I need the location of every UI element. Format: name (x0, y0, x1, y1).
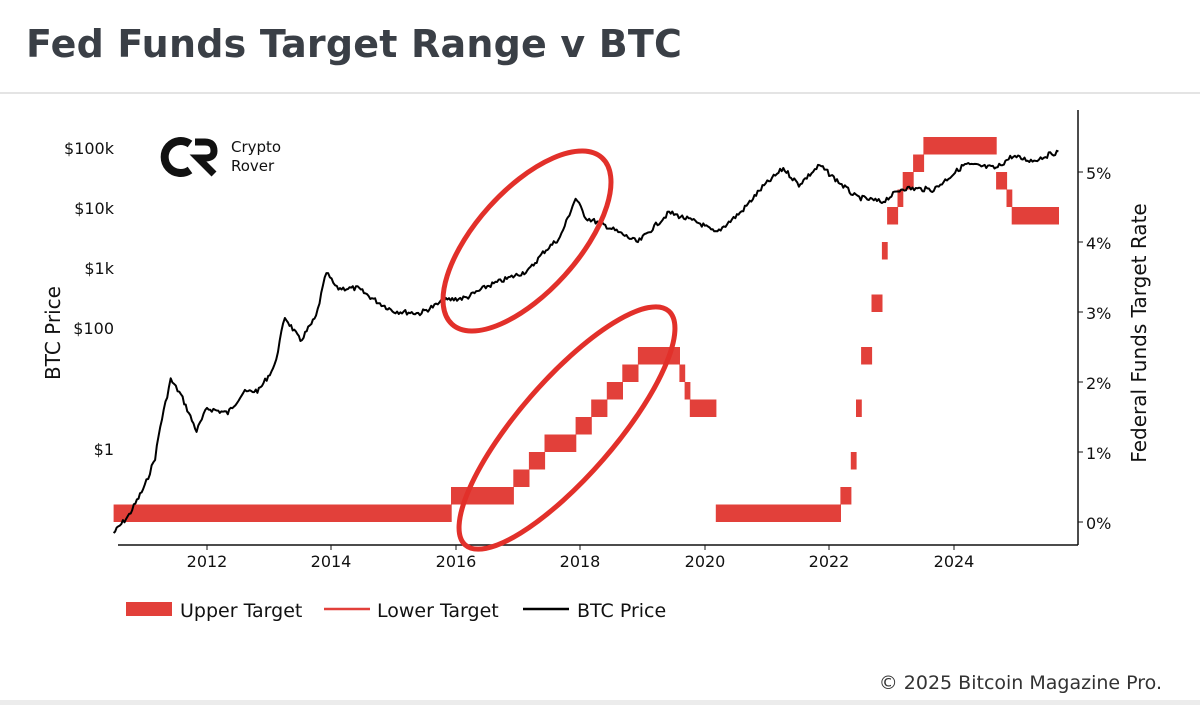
logo-line1: Crypto (231, 138, 281, 156)
fed-band-step (913, 154, 925, 172)
fed-band-step (684, 382, 691, 400)
fed-funds-series-layer (113, 137, 1059, 522)
fed-band-step (715, 504, 841, 522)
x-tick-2016: 2016 (436, 552, 477, 571)
fed-band-step (451, 487, 514, 505)
fed-band-step (840, 487, 852, 505)
axes-layer (118, 110, 1083, 550)
fed-band-step (856, 399, 862, 417)
right-axis-label: Federal Funds Target Rate (1127, 203, 1151, 462)
legend-label-upper: Upper Target (180, 600, 302, 622)
left-tick-100k: $100k (64, 139, 115, 158)
right-tick-0: 0% (1086, 514, 1111, 533)
x-tick-2022: 2022 (809, 552, 850, 571)
left-tick-1k: $1k (84, 259, 114, 278)
fed-band-step (1011, 207, 1059, 225)
highlight-ellipse-btc (440, 148, 614, 334)
fed-band-step (923, 137, 997, 155)
fed-band-step (591, 399, 608, 417)
left-tick-100: $100 (73, 319, 114, 338)
btc-price-series-layer (112, 149, 1059, 534)
fed-band-step (689, 399, 717, 417)
right-tick-5: 5% (1086, 164, 1111, 183)
x-tick-2018: 2018 (560, 552, 601, 571)
fed-band-step (902, 172, 914, 190)
fed-band-step (679, 364, 686, 382)
copyright: © 2025 Bitcoin Magazine Pro. (878, 672, 1162, 694)
right-tick-2: 2% (1086, 374, 1111, 393)
title-divider (0, 92, 1200, 94)
legend-swatch-upper (126, 602, 172, 616)
fed-band-step (622, 364, 639, 382)
right-tick-4: 4% (1086, 234, 1111, 253)
fed-band-step (850, 452, 857, 470)
fed-band-step (513, 469, 530, 487)
highlight-ellipses (440, 148, 678, 552)
fed-band-step (544, 434, 577, 452)
x-tick-2020: 2020 (685, 552, 726, 571)
legend-label-lower: Lower Target (377, 600, 499, 622)
btc-price-line (112, 149, 1059, 534)
fed-band-step (606, 382, 623, 400)
fed-band-step (575, 417, 592, 435)
fed-band-step (871, 294, 883, 312)
fed-band-step (996, 172, 1008, 190)
legend-label-btc: BTC Price (577, 600, 666, 622)
legend: Upper Target Lower Target BTC Price (126, 600, 666, 622)
highlight-ellipse-rates (456, 304, 678, 552)
crypto-rover-logo: Crypto Rover (160, 137, 281, 177)
fed-band-step (887, 207, 899, 225)
logo-line2: Rover (231, 157, 275, 175)
fed-band-step (1006, 189, 1013, 207)
fed-band-step (528, 452, 546, 470)
x-tick-2014: 2014 (311, 552, 352, 571)
x-tick-2012: 2012 (187, 552, 228, 571)
chart-title: Fed Funds Target Range v BTC (26, 22, 683, 66)
right-tick-3: 3% (1086, 304, 1111, 323)
bottom-divider (0, 700, 1200, 705)
fed-band-step (897, 189, 904, 207)
left-tick-10k: $10k (74, 199, 115, 218)
left-tick-1: $1 (94, 440, 114, 459)
fed-band-step (881, 242, 888, 260)
fed-band-step (113, 504, 452, 522)
x-tick-2024: 2024 (934, 552, 975, 571)
right-tick-1: 1% (1086, 444, 1111, 463)
fed-band-step (861, 347, 873, 365)
left-axis-label: BTC Price (41, 286, 65, 380)
